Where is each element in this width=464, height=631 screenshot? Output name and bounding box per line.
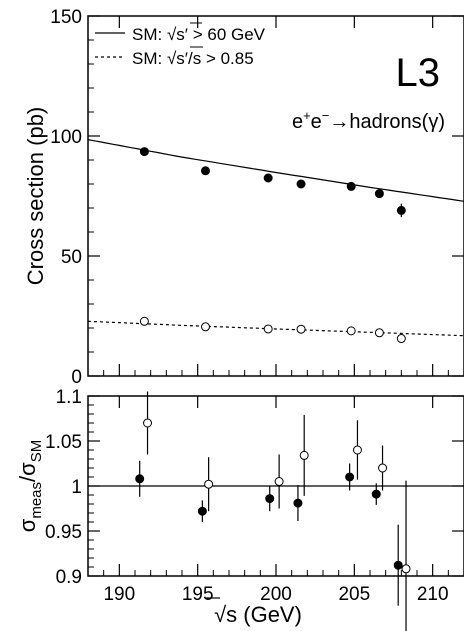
data-point-filled xyxy=(396,205,406,215)
y-tick-label-bottom: 0.9 xyxy=(56,567,82,588)
cross-section-panel: 0 50 100 150 L3 e+e−→hadrons(γ) Cross secti… xyxy=(23,7,464,388)
data-point-filled xyxy=(265,494,275,504)
y-tick-label-top: 100 xyxy=(50,127,82,148)
data-point-filled xyxy=(374,189,384,199)
y-tick-label-bottom: 1.1 xyxy=(56,387,82,408)
data-point-open xyxy=(263,324,273,334)
x-tick-label: 195 xyxy=(182,584,214,605)
top-theory-curves xyxy=(87,139,464,337)
x-axis-label: √s (GeV) xyxy=(214,602,302,627)
top-data-points xyxy=(139,147,406,344)
top-axis-ticks: 0 50 100 150 xyxy=(50,7,464,388)
data-point-filled xyxy=(371,489,381,499)
data-point-open xyxy=(143,418,153,428)
data-point-open xyxy=(139,316,149,326)
bottom-axis-ticks: 0.9 0.95 1 1.05 1.1 190 195 200 205 210 xyxy=(45,387,464,605)
ratio-panel: 0.9 0.95 1 1.05 1.1 190 195 200 205 210 σmeas/σSM… xyxy=(15,387,464,631)
data-point-filled xyxy=(139,147,149,157)
theory-curve-1 xyxy=(87,139,464,202)
x-sqrt-sign: √ xyxy=(214,602,227,627)
y-tick-label-top: 0 xyxy=(71,367,82,388)
bottom-data-points xyxy=(135,391,411,631)
legend-entry-1: SM: √s′ > 60 GeV xyxy=(132,25,266,44)
data-point-open xyxy=(299,450,309,460)
data-point-filled xyxy=(135,474,145,484)
x-tick-label: 200 xyxy=(260,584,292,605)
data-point-filled xyxy=(393,560,403,570)
y-tick-label-top: 150 xyxy=(50,7,82,28)
x-tick-label: 190 xyxy=(103,584,135,605)
data-point-open xyxy=(378,463,388,473)
legend-entry-2: SM: √s′/s > 0.85 xyxy=(132,49,254,68)
data-point-filled xyxy=(197,506,207,516)
data-point-filled xyxy=(201,166,210,176)
data-point-open xyxy=(401,564,411,574)
data-point-open xyxy=(274,477,284,486)
legend: SM: √s′ > 60 GeV SM: √s′/s > 0.85 xyxy=(95,22,266,68)
data-point-open xyxy=(374,328,384,338)
data-point-open xyxy=(352,445,362,455)
data-point-filled xyxy=(345,472,355,482)
y-tick-label-top: 50 xyxy=(61,247,82,268)
y-tick-label-bottom: 1.05 xyxy=(45,432,82,453)
data-point-filled xyxy=(346,181,356,191)
data-point-filled xyxy=(293,498,303,508)
y-tick-label-bottom: 1 xyxy=(71,477,82,498)
data-point-open xyxy=(201,322,210,332)
data-point-filled xyxy=(263,173,273,183)
legend-sqrt-sign: √ xyxy=(167,49,177,68)
data-point-open xyxy=(204,479,214,489)
y-tick-label-bottom: 0.95 xyxy=(45,522,82,543)
data-point-open xyxy=(346,326,356,336)
experiment-label: L3 xyxy=(396,51,441,95)
y-axis-label-top: Cross section (pb) xyxy=(23,107,48,286)
data-point-open xyxy=(396,334,406,344)
y-axis-label-bottom: σmeas/σSM xyxy=(15,440,45,532)
x-tick-label: 205 xyxy=(338,584,370,605)
theory-curve-2 xyxy=(87,320,464,337)
data-point-open xyxy=(296,324,306,334)
x-tick-label: 210 xyxy=(417,584,449,605)
process-label: e+e−→hadrons(γ) xyxy=(292,108,445,133)
data-point-filled xyxy=(296,179,306,189)
legend-sqrt-sign: √ xyxy=(167,25,177,44)
